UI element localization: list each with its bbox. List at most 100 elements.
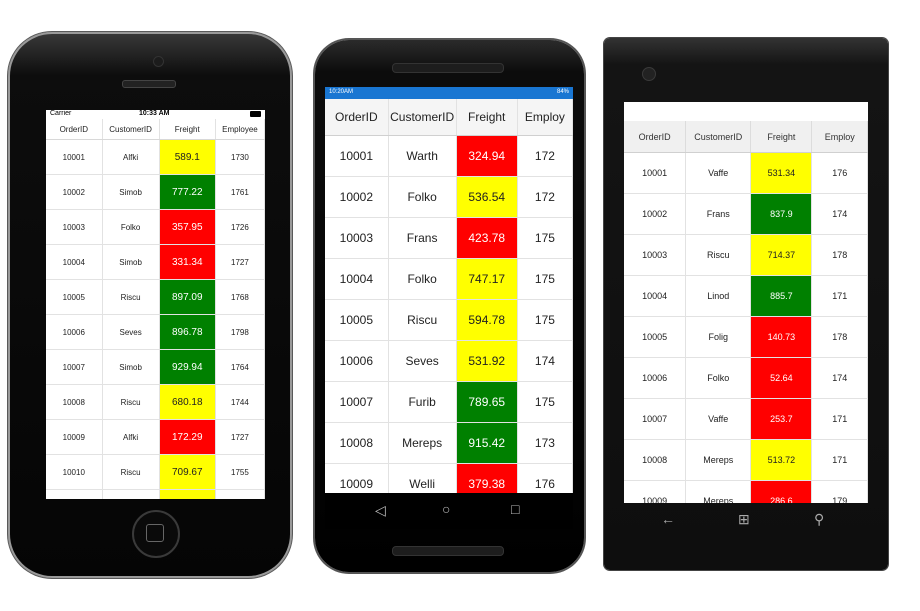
table-row[interactable]: 10009 Alfki 172.29 1727 bbox=[46, 419, 265, 455]
cell-customer-id[interactable]: Folko bbox=[685, 357, 752, 399]
table-row[interactable]: 10005 Riscu 594.78 175 bbox=[325, 299, 573, 341]
cell-freight[interactable]: 331.34 bbox=[159, 244, 216, 280]
cell-employee[interactable]: 175 bbox=[517, 217, 573, 259]
cell-order-id[interactable] bbox=[46, 489, 103, 499]
cell-customer-id[interactable]: Mereps bbox=[685, 439, 752, 481]
windows-logo-icon[interactable]: ⊞ bbox=[738, 511, 750, 527]
cell-freight[interactable]: 286.6 bbox=[750, 480, 813, 503]
cell-employee[interactable]: 174 bbox=[811, 193, 868, 235]
cell-customer-id[interactable]: Vaffe bbox=[685, 152, 752, 194]
cell-freight[interactable]: 140.73 bbox=[750, 316, 813, 358]
header-employee[interactable]: Employ bbox=[811, 121, 868, 153]
cell-freight[interactable]: 531.34 bbox=[750, 152, 813, 194]
cell-freight[interactable]: 357.95 bbox=[159, 209, 216, 245]
table-row[interactable]: 10007 Simob 929.94 1764 bbox=[46, 349, 265, 385]
back-arrow-icon[interactable]: ← bbox=[661, 511, 675, 527]
cell-freight[interactable]: 589.1 bbox=[159, 139, 216, 175]
cell-employee[interactable]: 174 bbox=[517, 340, 573, 382]
cell-customer-id[interactable]: Folig bbox=[685, 316, 752, 358]
cell-freight[interactable]: 423.78 bbox=[456, 217, 518, 259]
home-icon[interactable]: ○ bbox=[442, 501, 451, 517]
table-row[interactable]: 10004 Linod 885.7 171 bbox=[624, 275, 868, 317]
table-row[interactable]: 10005 Riscu 897.09 1768 bbox=[46, 279, 265, 315]
cell-employee[interactable]: 175 bbox=[517, 258, 573, 300]
table-row[interactable]: 10009 Welli 379.38 176 bbox=[325, 463, 573, 493]
table-row[interactable]: 10001 Warth 324.94 172 bbox=[325, 135, 573, 177]
table-row[interactable]: 10006 Seves 896.78 1798 bbox=[46, 314, 265, 350]
android-datagrid[interactable]: OrderID CustomerID Freight Employ 10001 W… bbox=[325, 99, 573, 493]
cell-customer-id[interactable]: Simob bbox=[102, 244, 160, 280]
cell-order-id[interactable]: 10010 bbox=[46, 454, 103, 490]
cell-employee[interactable]: 1727 bbox=[215, 419, 265, 455]
cell-customer-id[interactable]: Welli bbox=[388, 463, 457, 493]
cell-customer-id[interactable]: Frans bbox=[685, 193, 752, 235]
cell-customer-id[interactable]: Riscu bbox=[102, 384, 160, 420]
cell-order-id[interactable]: 10001 bbox=[46, 139, 103, 175]
cell-customer-id[interactable]: Riscu bbox=[685, 234, 752, 276]
table-row[interactable]: 10003 Riscu 714.37 178 bbox=[624, 234, 868, 276]
table-row[interactable]: 10001 Vaffe 531.34 176 bbox=[624, 152, 868, 194]
cell-employee[interactable]: 172 bbox=[517, 135, 573, 177]
cell-customer-id[interactable] bbox=[102, 489, 160, 499]
cell-customer-id[interactable]: Simob bbox=[102, 174, 160, 210]
cell-employee[interactable]: 1726 bbox=[215, 209, 265, 245]
table-row[interactable]: 10002 Folko 536.54 172 bbox=[325, 176, 573, 218]
table-row[interactable]: 10003 Folko 357.95 1726 bbox=[46, 209, 265, 245]
cell-freight[interactable]: 915.42 bbox=[456, 422, 518, 464]
header-freight[interactable]: Freight bbox=[750, 121, 813, 153]
cell-customer-id[interactable]: Frans bbox=[388, 217, 457, 259]
cell-customer-id[interactable]: Linod bbox=[685, 275, 752, 317]
cell-order-id[interactable]: 10005 bbox=[624, 316, 687, 358]
cell-order-id[interactable]: 10007 bbox=[46, 349, 103, 385]
cell-order-id[interactable]: 10004 bbox=[46, 244, 103, 280]
table-row[interactable]: 10003 Frans 423.78 175 bbox=[325, 217, 573, 259]
table-row[interactable]: 10002 Frans 837.9 174 bbox=[624, 193, 868, 235]
cell-employee[interactable]: 1761 bbox=[215, 174, 265, 210]
cell-order-id[interactable]: 10005 bbox=[325, 299, 389, 341]
cell-employee[interactable]: 1768 bbox=[215, 279, 265, 315]
cell-employee[interactable]: 171 bbox=[811, 439, 868, 481]
header-customer-id[interactable]: CustomerID bbox=[388, 99, 457, 136]
table-row[interactable]: 10001 Alfki 589.1 1730 bbox=[46, 139, 265, 175]
table-row[interactable]: 10006 Seves 531.92 174 bbox=[325, 340, 573, 382]
cell-customer-id[interactable]: Furib bbox=[388, 381, 457, 423]
cell-order-id[interactable]: 10005 bbox=[46, 279, 103, 315]
cell-freight[interactable]: 747.17 bbox=[456, 258, 518, 300]
cell-order-id[interactable]: 10007 bbox=[325, 381, 389, 423]
cell-employee[interactable]: 1755 bbox=[215, 454, 265, 490]
header-customer-id[interactable]: CustomerID bbox=[102, 119, 160, 140]
table-row[interactable]: 10007 Vaffe 253.7 171 bbox=[624, 398, 868, 440]
home-button[interactable] bbox=[132, 510, 180, 558]
header-freight[interactable]: Freight bbox=[159, 119, 216, 140]
cell-freight[interactable]: 172.29 bbox=[159, 419, 216, 455]
cell-customer-id[interactable]: Warth bbox=[388, 135, 457, 177]
cell-customer-id[interactable]: Folko bbox=[102, 209, 160, 245]
table-row[interactable]: 10007 Furib 789.65 175 bbox=[325, 381, 573, 423]
cell-employee[interactable]: 171 bbox=[811, 275, 868, 317]
cell-customer-id[interactable]: Alfki bbox=[102, 139, 160, 175]
header-order-id[interactable]: OrderID bbox=[46, 119, 103, 140]
table-row[interactable]: 10008 Mereps 513.72 171 bbox=[624, 439, 868, 481]
cell-employee[interactable]: 178 bbox=[811, 316, 868, 358]
cell-freight[interactable]: 680.18 bbox=[159, 384, 216, 420]
cell-employee[interactable]: 176 bbox=[811, 152, 868, 194]
cell-freight[interactable] bbox=[159, 489, 216, 499]
cell-employee[interactable]: 1727 bbox=[215, 244, 265, 280]
cell-customer-id[interactable]: Mereps bbox=[685, 480, 752, 503]
cell-customer-id[interactable]: Alfki bbox=[102, 419, 160, 455]
cell-customer-id[interactable]: Mereps bbox=[388, 422, 457, 464]
cell-employee[interactable] bbox=[215, 489, 265, 499]
cell-employee[interactable]: 1744 bbox=[215, 384, 265, 420]
cell-freight[interactable]: 253.7 bbox=[750, 398, 813, 440]
cell-freight[interactable]: 52.64 bbox=[750, 357, 813, 399]
cell-customer-id[interactable]: Riscu bbox=[102, 279, 160, 315]
cell-employee[interactable]: 173 bbox=[517, 422, 573, 464]
cell-employee[interactable]: 175 bbox=[517, 381, 573, 423]
table-row[interactable]: 10009 Mereps 286.6 179 bbox=[624, 480, 868, 503]
cell-customer-id[interactable]: Folko bbox=[388, 176, 457, 218]
cell-employee[interactable]: 175 bbox=[517, 299, 573, 341]
cell-freight[interactable]: 379.38 bbox=[456, 463, 518, 493]
table-row[interactable]: 10006 Folko 52.64 174 bbox=[624, 357, 868, 399]
cell-freight[interactable]: 709.67 bbox=[159, 454, 216, 490]
cell-freight[interactable]: 837.9 bbox=[750, 193, 813, 235]
